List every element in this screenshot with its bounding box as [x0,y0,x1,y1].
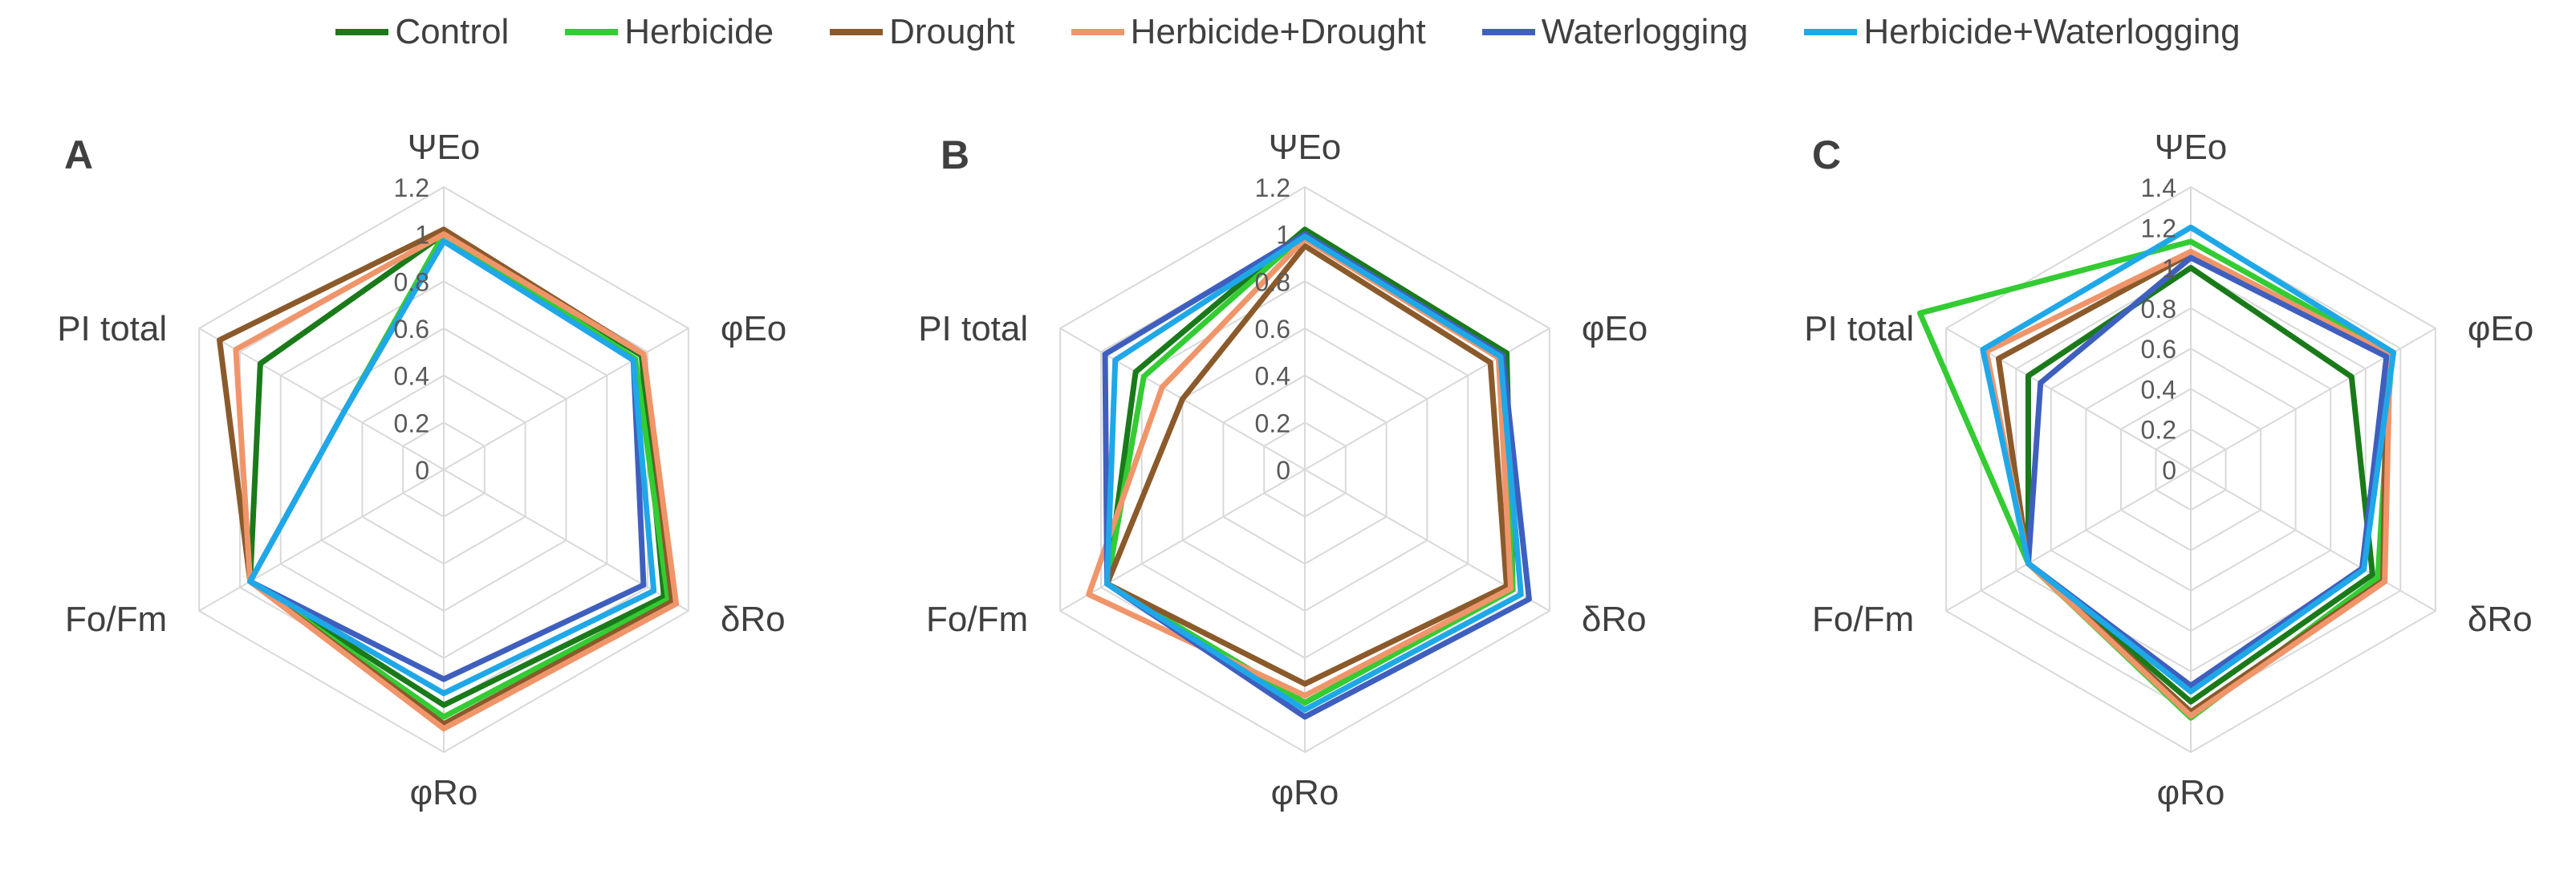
spoke-1 [443,328,689,470]
axis-label-eo-1: φEo [721,309,786,348]
axis-label-eo-1: φEo [1582,309,1648,348]
tick-label-2: 0.4 [2141,375,2176,404]
legend-label-control: Control [395,12,510,51]
tick-label-1: 0.2 [2141,416,2176,445]
tick-label-0: 0 [415,456,429,485]
legend-item-herbicide: Herbicide [565,12,774,52]
radar-panel-c: 0 0.2 0.4 0.6 0.8 1 1.2 1.4 ΨEo φEo δRo φRo Fo/Fm PI … [1804,128,2533,812]
series-drought [1104,242,1509,687]
tick-label-4: 0.8 [1255,267,1290,296]
panel-label-a: A [64,132,93,177]
series-waterlogging [2025,254,2390,689]
legend-item-control: Control [335,12,509,52]
tick-label-0: 0 [2162,456,2176,485]
tick-label-7: 1.4 [2141,173,2176,202]
axis-label-eo-0: ΨEo [2155,128,2228,167]
legend-swatch-control [335,29,389,35]
tick-label-2: 0.4 [394,362,429,391]
tick-label-3: 0.6 [1255,315,1290,344]
legend-label-herbicide-drought: Herbicide+Drought [1130,12,1426,51]
legend-label-herbicide-waterlogging: Herbicide+Waterlogging [1863,12,2241,51]
axis-label-ro-2: δRo [721,600,786,639]
axis-label-fo-fm-4: Fo/Fm [65,600,167,639]
tick-label-0: 0 [1276,456,1290,485]
tick-label-5: 1 [2162,254,2176,283]
legend-swatch-drought [830,29,884,35]
tick-label-5: 1 [1276,221,1290,250]
axis-label-fo-fm-4: Fo/Fm [1812,600,1914,639]
axis-label-ro-3: φRo [410,773,478,812]
axis-label-ro-3: φRo [2157,773,2225,812]
legend-label-drought: Drought [889,12,1015,51]
axis-label-eo-0: ΨEo [408,128,481,167]
axis-label-eo-1: φEo [2468,309,2533,348]
legend-swatch-herbicide-waterlogging [1804,29,1858,35]
axis-label-ro-2: δRo [1582,600,1647,639]
tick-label-4: 0.8 [394,267,429,296]
series-herbicide-waterlogging [247,238,657,697]
spoke-4 [1059,469,1306,612]
spoke-4 [1945,469,2192,612]
axis-label-pi-total-5: PI total [1804,309,1914,348]
legend-item-herbicide-drought: Herbicide+Drought [1071,12,1426,52]
series-waterlogging [1102,231,1532,720]
radar-panel-b: 0 0.2 0.4 0.6 0.8 1 1.2 ΨEo φEo δRo φRo Fo/Fm PI tot… [918,128,1648,812]
series-herbicide-waterlogging [1980,224,2397,695]
tick-label-3: 0.6 [2141,335,2176,364]
legend-label-waterlogging: Waterlogging [1541,12,1749,51]
legend-swatch-herbicide [565,29,619,35]
tick-label-1: 0.2 [394,409,429,438]
tick-label-1: 0.2 [1255,409,1290,438]
axis-label-ro-2: δRo [2468,600,2533,639]
tick-label-6: 1.2 [2141,214,2176,242]
axis-label-ro-3: φRo [1271,773,1339,812]
spoke-4 [198,469,445,612]
legend-swatch-herbicide-drought [1071,29,1124,35]
legend-item-drought: Drought [830,12,1015,52]
axis-label-eo-0: ΨEo [1269,128,1342,167]
tick-label-6: 1.2 [1255,173,1290,202]
tick-label-5: 1 [415,221,429,250]
series-control [2025,265,2375,705]
series-herbicide-waterlogging [1104,234,1524,713]
spoke-5 [198,328,445,470]
spoke-2 [2190,469,2436,612]
axis-label-pi-total-5: PI total [918,309,1028,348]
series-herbicide-drought [233,231,680,732]
tick-label-6: 1.2 [394,173,429,202]
series-drought [217,226,676,727]
axis-label-fo-fm-4: Fo/Fm [926,600,1028,639]
series-herbicide-drought [1983,248,2393,719]
panel-label-c: C [1812,132,1841,177]
legend-item-herbicide-waterlogging: Herbicide+Waterlogging [1804,12,2241,52]
legend-item-waterlogging: Waterlogging [1481,12,1749,52]
panel-label-b: B [941,132,969,177]
legend-swatch-waterlogging [1481,29,1535,35]
tick-label-4: 0.8 [2141,295,2176,324]
radar-panel-a: 0 0.2 0.4 0.6 0.8 1 1.2 ΨEo φEo δRo φRo Fo/Fm PI tot… [57,128,786,812]
spoke-2 [443,469,689,612]
tick-label-3: 0.6 [394,315,429,344]
legend-label-herbicide: Herbicide [624,12,774,51]
axis-label-pi-total-5: PI total [57,309,167,348]
tick-label-2: 0.4 [1255,362,1290,391]
chart-legend: Control Herbicide Drought Herbicide+Drou… [0,0,2576,64]
